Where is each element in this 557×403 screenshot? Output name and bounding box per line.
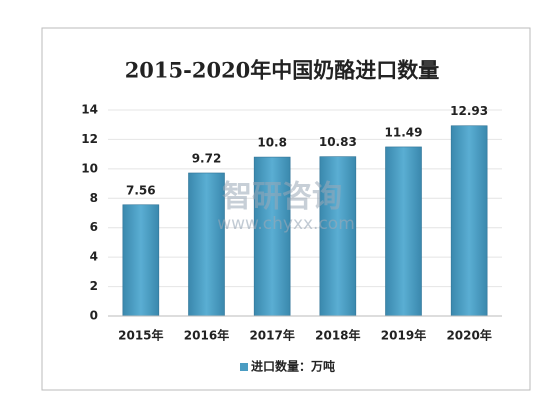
bar bbox=[188, 172, 225, 317]
value-label: 11.49 bbox=[385, 125, 423, 139]
y-tick-label: 8 bbox=[90, 191, 98, 205]
x-tick-label: 2017年 bbox=[249, 328, 294, 343]
legend-swatch bbox=[240, 363, 248, 371]
watermark-name: 智研咨询 bbox=[222, 180, 342, 215]
bar bbox=[450, 125, 488, 317]
y-tick-label: 6 bbox=[90, 220, 98, 234]
y-tick-label: 2 bbox=[90, 279, 98, 293]
value-label: 9.72 bbox=[192, 151, 222, 165]
x-tick-label: 2018年 bbox=[315, 328, 360, 343]
bar bbox=[253, 156, 291, 317]
value-label: 7.56 bbox=[126, 183, 156, 197]
bar bbox=[319, 156, 357, 317]
y-tick-label: 4 bbox=[90, 250, 98, 264]
bar bbox=[122, 204, 160, 317]
legend-label: 进口数量：万吨 bbox=[251, 359, 335, 374]
x-tick-label: 2019年 bbox=[381, 328, 426, 343]
y-tick-label: 14 bbox=[81, 103, 98, 117]
watermark-url: www.chyxx.com bbox=[217, 214, 355, 234]
x-tick-label: 2020年 bbox=[446, 328, 491, 343]
chart-title: 2015-2020年中国奶酪进口数量 bbox=[125, 58, 440, 83]
value-label: 10.83 bbox=[319, 135, 357, 149]
x-tick-label: 2016年 bbox=[184, 328, 229, 343]
x-tick-label: 2015年 bbox=[118, 328, 163, 343]
y-tick-label: 12 bbox=[81, 132, 98, 146]
y-tick-label: 0 bbox=[90, 309, 98, 323]
value-label: 12.93 bbox=[450, 104, 488, 118]
bar bbox=[385, 146, 422, 317]
value-label: 10.8 bbox=[257, 136, 287, 150]
y-tick-label: 10 bbox=[81, 161, 98, 175]
